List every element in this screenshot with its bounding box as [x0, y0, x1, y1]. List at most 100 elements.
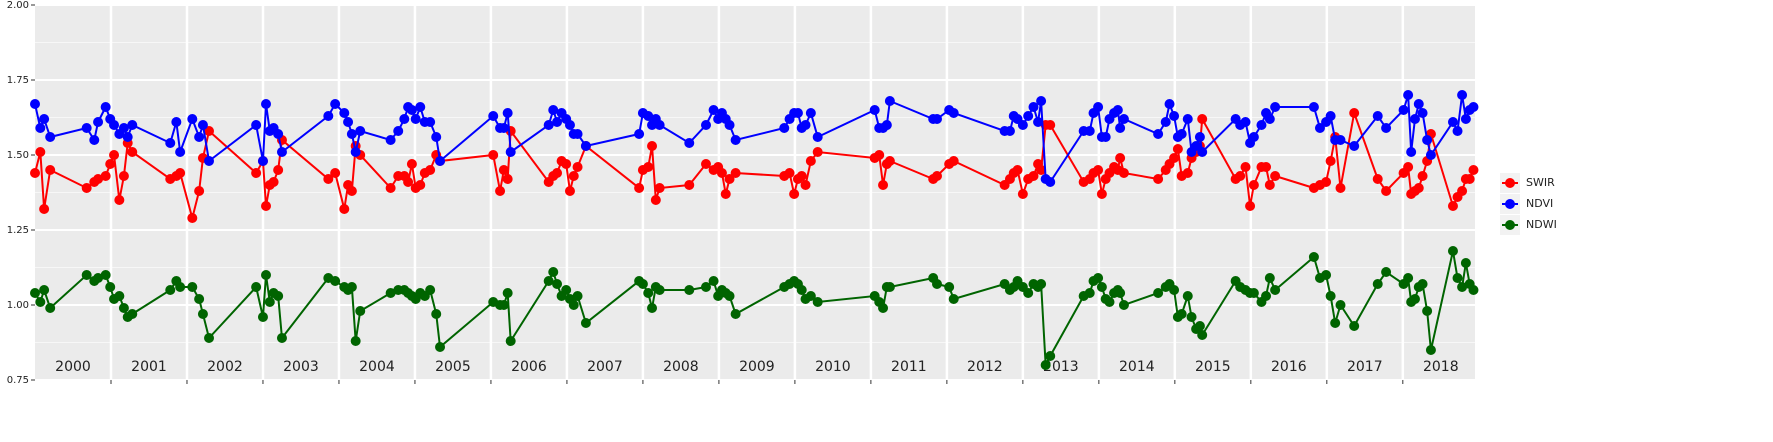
point [81, 123, 92, 133]
point [323, 174, 334, 184]
point [45, 303, 56, 313]
point [114, 195, 125, 205]
point [194, 132, 205, 142]
point [720, 189, 731, 199]
point [561, 285, 572, 295]
point [1452, 273, 1463, 283]
point [385, 288, 396, 298]
point [105, 282, 116, 292]
point [385, 183, 396, 193]
point [1045, 351, 1056, 361]
point [730, 309, 741, 319]
point [1118, 168, 1129, 178]
point [700, 120, 711, 130]
point [1023, 288, 1034, 298]
year-label: 2012 [967, 359, 1003, 375]
point [654, 183, 665, 193]
point [204, 333, 215, 343]
y-tick-label: 1.00 [7, 300, 29, 311]
point [884, 96, 895, 106]
point [548, 105, 559, 115]
point [1417, 171, 1428, 181]
point [1169, 153, 1180, 163]
point [708, 276, 719, 286]
point [89, 135, 100, 145]
point [1182, 168, 1193, 178]
point [1197, 330, 1208, 340]
point [1398, 105, 1409, 115]
point [165, 138, 176, 148]
point [109, 150, 120, 160]
point [1045, 120, 1056, 130]
point [650, 195, 661, 205]
y-tick-label: 1.50 [7, 150, 29, 161]
point [805, 291, 816, 301]
point [643, 162, 654, 172]
point [1169, 285, 1180, 295]
point [1409, 294, 1420, 304]
point [1321, 177, 1332, 187]
point [1335, 135, 1346, 145]
point [1036, 279, 1047, 289]
point [118, 171, 129, 181]
point [171, 117, 182, 127]
point [1028, 171, 1039, 181]
point [700, 282, 711, 292]
point [355, 126, 366, 136]
point [1372, 279, 1383, 289]
point [580, 141, 591, 151]
point [884, 156, 895, 166]
point [779, 123, 790, 133]
point [1197, 147, 1208, 157]
point [1308, 252, 1319, 262]
point [643, 111, 654, 121]
point [1413, 99, 1424, 109]
point [406, 105, 417, 115]
point [1457, 90, 1468, 100]
point [812, 147, 823, 157]
point [1349, 108, 1360, 118]
point [784, 168, 795, 178]
point [1264, 180, 1275, 190]
point [1045, 177, 1056, 187]
point [194, 186, 205, 196]
point [564, 120, 575, 130]
point [45, 132, 56, 142]
point [1153, 288, 1164, 298]
point [1372, 111, 1383, 121]
point [415, 102, 426, 112]
year-label: 2013 [1043, 359, 1079, 375]
point [251, 282, 262, 292]
point [330, 276, 341, 286]
point [1425, 345, 1436, 355]
point [543, 276, 554, 286]
point [1176, 309, 1187, 319]
point [257, 156, 268, 166]
point [684, 285, 695, 295]
point [498, 123, 509, 133]
point [1115, 123, 1126, 133]
point [812, 297, 823, 307]
point [339, 204, 350, 214]
point [948, 108, 959, 118]
point [1372, 174, 1383, 184]
point [1100, 132, 1111, 142]
point [878, 303, 889, 313]
point [495, 186, 506, 196]
point [878, 180, 889, 190]
point [30, 168, 40, 178]
point [175, 282, 186, 292]
point [105, 159, 116, 169]
point [948, 294, 959, 304]
point [197, 120, 208, 130]
point [431, 132, 442, 142]
point [800, 180, 811, 190]
point [548, 267, 559, 277]
point [1093, 273, 1104, 283]
point [175, 147, 186, 157]
point [30, 288, 40, 298]
point [187, 282, 198, 292]
point [647, 303, 658, 313]
point [1182, 114, 1193, 124]
